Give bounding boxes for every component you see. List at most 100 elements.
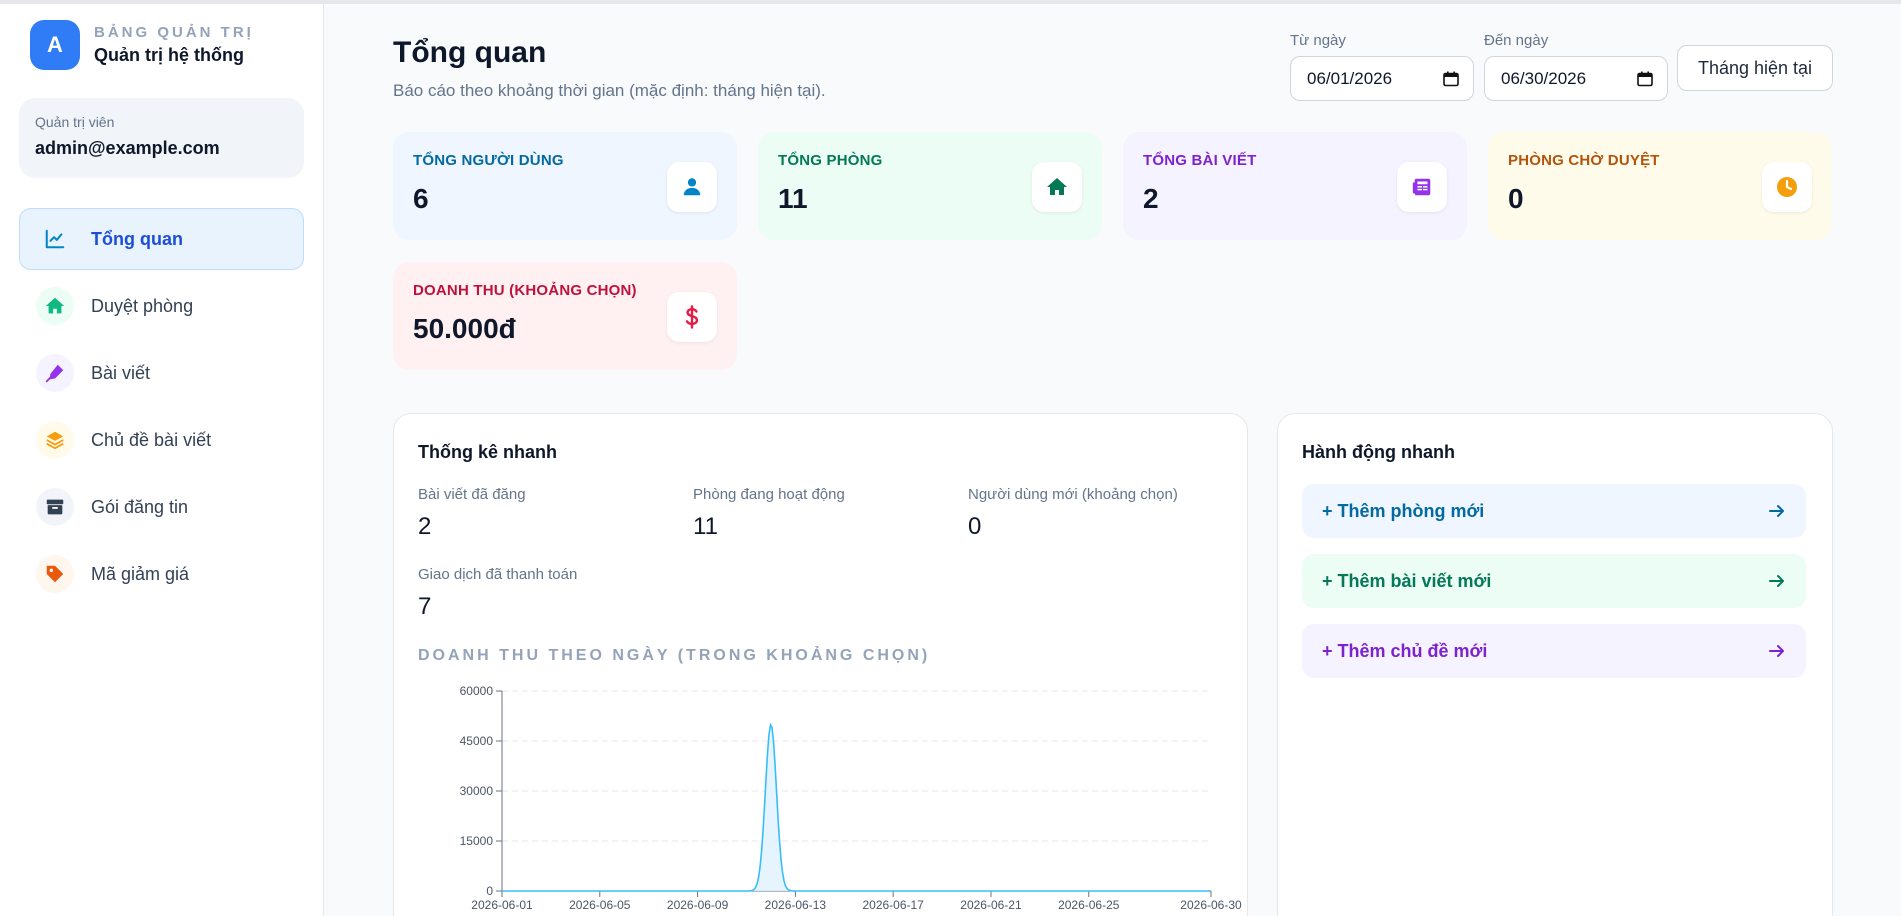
stat-card-revenue: DOANH THU (KHOẢNG CHỌN) 50.000đ xyxy=(393,262,737,370)
sidebar-item-ma-giam-gia[interactable]: Mã giảm giá xyxy=(19,543,304,605)
y-tick-label: 15000 xyxy=(460,834,494,848)
layers-icon xyxy=(36,421,74,459)
y-tick-label: 45000 xyxy=(460,734,494,748)
sidebar-item-label: Gói đăng tin xyxy=(91,496,189,517)
admin-card: Quản trị viên admin@example.com xyxy=(19,98,304,178)
dollar-icon xyxy=(667,292,717,342)
admin-email: admin@example.com xyxy=(35,138,220,158)
chart-line-icon xyxy=(36,220,74,258)
series-line xyxy=(502,722,1210,892)
x-tick-label: 2026-06-01 xyxy=(471,898,533,912)
sidebar-item-label: Duyệt phòng xyxy=(91,295,194,316)
stat-label: DOANH THU (KHOẢNG CHỌN) xyxy=(413,282,637,299)
stat-label: TỔNG PHÒNG xyxy=(778,152,883,169)
add-topic-label: + Thêm chủ đề mới xyxy=(1322,640,1488,661)
quick-stat-item: Phòng đang hoạt động 11 xyxy=(693,486,845,541)
calendar-icon[interactable] xyxy=(1637,71,1653,87)
home-icon xyxy=(36,287,74,325)
from-date-label: Từ ngày xyxy=(1290,32,1346,49)
sidebar-item-label: Bài viết xyxy=(91,362,151,383)
quick-stat-item: Người dùng mới (khoảng chọn) 0 xyxy=(968,486,1178,541)
add-topic-button[interactable]: + Thêm chủ đề mới xyxy=(1302,624,1806,678)
to-date-input[interactable]: 06/30/2026 xyxy=(1484,56,1668,101)
stat-value: 2 xyxy=(1143,183,1159,214)
quick-stat-label: Bài viết đã đăng xyxy=(418,486,526,503)
x-tick-label: 2026-06-17 xyxy=(862,898,924,912)
stat-value: 50.000đ xyxy=(413,313,516,344)
sidebar: A BẢNG QUẢN TRỊ Quản trị hệ thống Quản t… xyxy=(0,4,324,916)
stat-value: 0 xyxy=(1508,183,1524,214)
stat-value: 6 xyxy=(413,183,429,214)
x-tick-label: 2026-06-25 xyxy=(1058,898,1120,912)
add-room-button[interactable]: + Thêm phòng mới xyxy=(1302,484,1806,538)
quick-stat-value: 2 xyxy=(418,513,432,540)
revenue-chart: 0 15000 30000 45000 60000 2026-06-01 2026-06-0… xyxy=(460,684,1242,912)
sidebar-item-label: Chủ đề bài viết xyxy=(91,429,212,450)
chart-title: DOANH THU THEO NGÀY (TRONG KHOẢNG CHỌN) xyxy=(418,647,931,664)
stat-label: TỔNG BÀI VIẾT xyxy=(1143,152,1257,169)
arrow-right-icon xyxy=(1769,575,1784,587)
sidebar-item-duyet-phong[interactable]: Duyệt phòng xyxy=(19,275,304,337)
current-month-button[interactable]: Tháng hiện tại xyxy=(1677,45,1833,91)
brand-name: Quản trị hệ thống xyxy=(94,45,244,65)
arrow-right-icon xyxy=(1769,505,1784,517)
to-date-label: Đến ngày xyxy=(1484,32,1549,49)
calendar-icon[interactable] xyxy=(1443,71,1459,87)
from-date-field: Từ ngày 06/01/2026 xyxy=(1290,32,1474,101)
stat-card-users: TỔNG NGƯỜI DÙNG 6 xyxy=(393,132,737,240)
box-icon xyxy=(36,488,74,526)
stat-label: PHÒNG CHỜ DUYỆT xyxy=(1508,152,1660,169)
x-tick-label: 2026-06-30 xyxy=(1180,898,1242,912)
sidebar-item-label: Tổng quan xyxy=(91,228,183,249)
add-room-label: + Thêm phòng mới xyxy=(1322,500,1485,521)
sidebar-item-goi-dang-tin[interactable]: Gói đăng tin xyxy=(19,476,304,538)
stat-card-pending-rooms: PHÒNG CHỜ DUYỆT 0 xyxy=(1488,132,1832,240)
quick-stat-value: 11 xyxy=(693,513,718,540)
x-tick-label: 2026-06-09 xyxy=(667,898,729,912)
to-date-value: 06/30/2026 xyxy=(1501,68,1587,88)
page-subtitle: Báo cáo theo khoảng thời gian (mặc định:… xyxy=(393,81,826,100)
y-tick-label: 60000 xyxy=(460,684,494,698)
from-date-value: 06/01/2026 xyxy=(1307,68,1393,88)
admin-label: Quản trị viên xyxy=(35,114,115,130)
stat-value: 11 xyxy=(778,183,808,214)
tag-icon xyxy=(36,555,74,593)
arrow-right-icon xyxy=(1769,645,1784,657)
stat-card-rooms: TỔNG PHÒNG 11 xyxy=(758,132,1102,240)
quick-stats-panel: Thống kê nhanh Bài viết đã đăng 2 Phòng … xyxy=(393,413,1248,916)
stat-card-posts: TỔNG BÀI VIẾT 2 xyxy=(1123,132,1467,240)
x-tick-label: 2026-06-05 xyxy=(569,898,631,912)
stat-label: TỔNG NGƯỜI DÙNG xyxy=(413,152,564,169)
sidebar-item-tong-quan[interactable]: Tổng quan xyxy=(19,208,304,270)
y-tick-label: 0 xyxy=(486,884,493,898)
sidebar-item-bai-viet[interactable]: Bài viết xyxy=(19,342,304,404)
page-title: Tổng quan xyxy=(393,36,547,69)
add-post-button[interactable]: + Thêm bài viết mới xyxy=(1302,554,1806,608)
quick-stat-item: Bài viết đã đăng 2 xyxy=(418,486,526,541)
to-date-field: Đến ngày 06/30/2026 xyxy=(1484,32,1668,101)
home-icon xyxy=(1032,162,1082,212)
x-tick-label: 2026-06-13 xyxy=(765,898,827,912)
newspaper-icon xyxy=(1397,162,1447,212)
sidebar-item-chu-de[interactable]: Chủ đề bài viết xyxy=(19,409,304,471)
quick-actions-title: Hành động nhanh xyxy=(1302,442,1455,462)
brand-kicker: BẢNG QUẢN TRỊ xyxy=(94,24,254,41)
from-date-input[interactable]: 06/01/2026 xyxy=(1290,56,1474,101)
quick-stat-label: Giao dịch đã thanh toán xyxy=(418,566,578,583)
y-tick-label: 30000 xyxy=(460,784,494,798)
brand-avatar: A xyxy=(30,20,80,70)
sidebar-nav: Tổng quan Duyệt phòng Bài viết Chủ đề bà… xyxy=(19,208,304,610)
quick-actions-panel: Hành động nhanh + Thêm phòng mới + Thêm … xyxy=(1277,413,1833,916)
x-tick-label: 2026-06-21 xyxy=(960,898,1022,912)
clock-icon xyxy=(1762,162,1812,212)
add-post-label: + Thêm bài viết mới xyxy=(1322,570,1492,591)
user-icon xyxy=(667,162,717,212)
quick-stat-item: Giao dịch đã thanh toán 7 xyxy=(418,566,577,621)
quick-stat-value: 0 xyxy=(968,513,982,540)
brand: A BẢNG QUẢN TRỊ Quản trị hệ thống xyxy=(30,20,254,70)
quick-stat-value: 7 xyxy=(418,593,432,620)
sidebar-item-label: Mã giảm giá xyxy=(91,563,190,584)
series-area xyxy=(502,724,1211,891)
quick-stat-label: Người dùng mới (khoảng chọn) xyxy=(968,486,1178,503)
quick-stats-title: Thống kê nhanh xyxy=(418,442,557,462)
